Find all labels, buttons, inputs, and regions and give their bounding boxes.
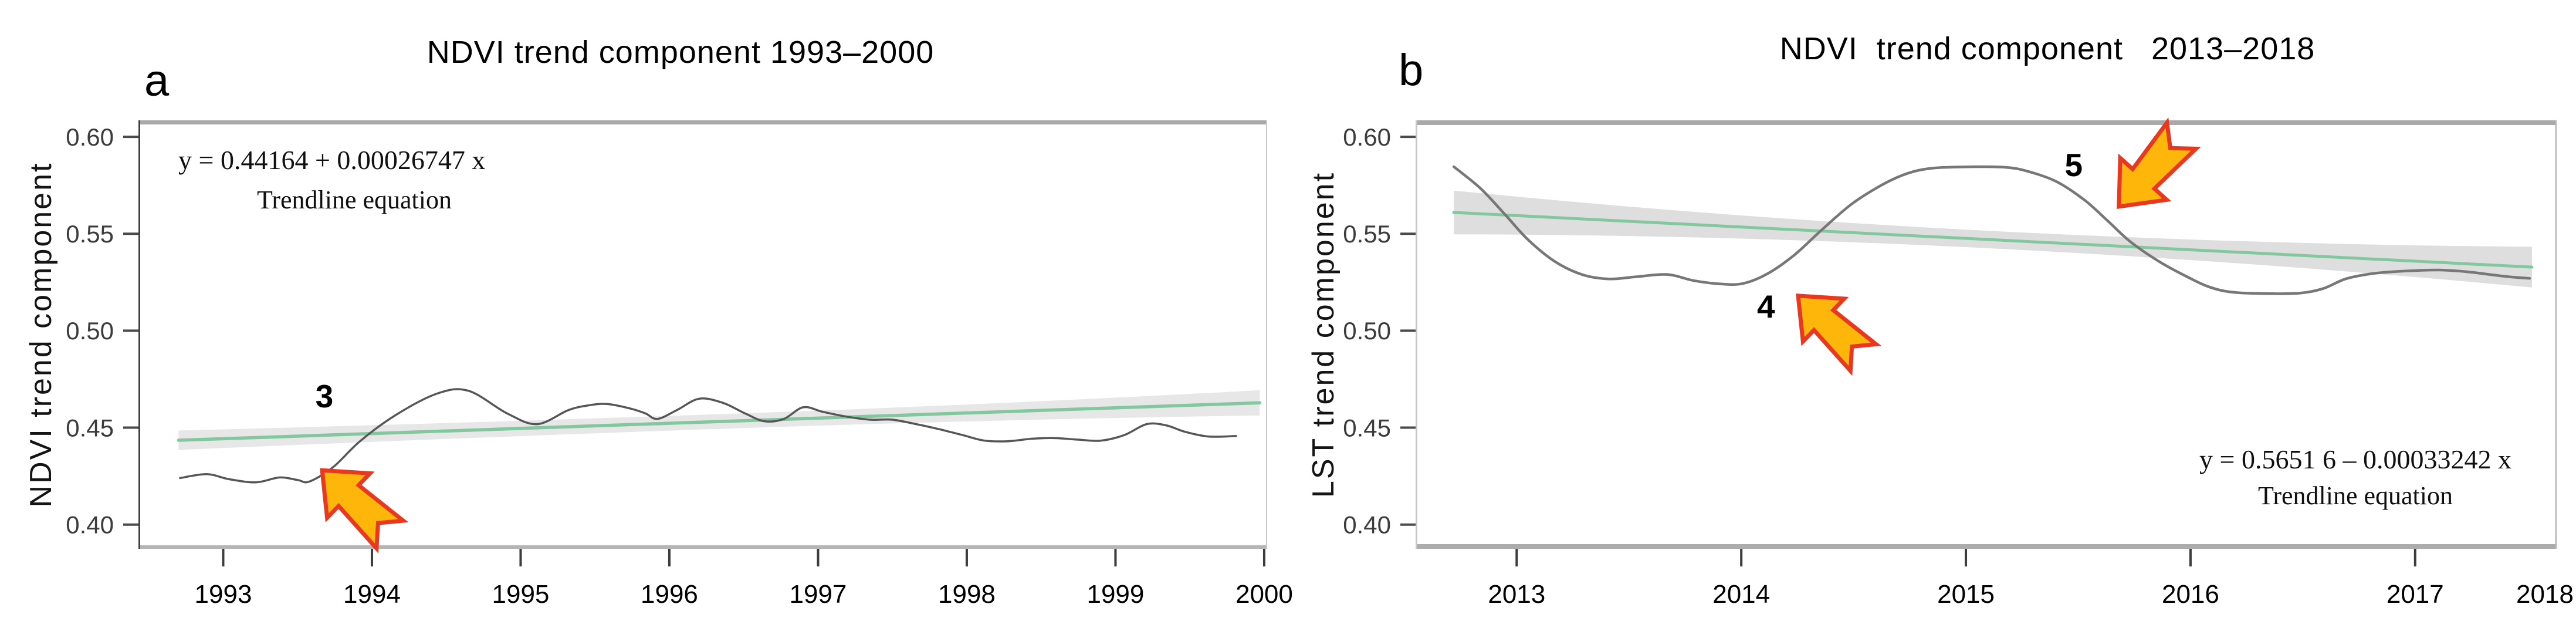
annotation-3-label: 3 [315,378,334,415]
panel-b-equation-caption: Trendline equation [2258,481,2453,510]
panel-a-equation-text: y = 0.44164 + 0.00026747 x [178,145,486,175]
arrow-3-icon [320,468,409,554]
x-tick-label: 1996 [641,580,698,609]
panel-b-title: NDVI trend component 2013–2018 [1779,31,2316,66]
y-tick-label: 0.60 [1343,123,1391,151]
y-tick-label: 0.55 [66,220,114,248]
panel-a-title: NDVI trend component 1993–2000 [426,35,935,70]
y-tick-label: 0.60 [66,123,114,151]
y-tick-label: 0.50 [1343,317,1391,345]
x-tick-label: 2017 [2387,580,2444,609]
x-tick-label: 2018 [2516,580,2574,609]
x-tick-label: 2016 [2162,580,2219,609]
y-tick-label: 0.45 [1343,414,1391,441]
x-tick-label: 1993 [195,580,252,609]
x-tick-label: 2015 [1937,580,1995,609]
series-curve [1452,165,2531,295]
panel-a-equation-block: y = 0.44164 + 0.00026747 x Trendline equ… [178,144,530,215]
trendline [1452,211,2534,269]
panel-b-letter: b [1399,45,1424,95]
x-tick-label: 1999 [1086,580,1144,609]
series-curve [179,388,1237,484]
y-tick-label: 0.40 [66,511,114,538]
y-tick-label: 0.50 [66,317,114,345]
panel-a-plot: 0.60 0.55 0.50 0.45 0.40 1993 1994 1995 1996 1997… [66,120,1293,609]
panel-a-y-axis-label: NDVI trend component [24,161,58,508]
x-tick-label: 1995 [492,580,550,609]
trendline [177,401,1262,442]
x-tick-label: 2014 [1712,580,1770,609]
annotation-4-label: 4 [1756,288,1775,325]
x-tick-label: 1997 [790,580,847,609]
x-tick-label: 2013 [1488,580,1545,609]
panel-a-letter: a [144,56,170,106]
y-tick-label: 0.40 [1343,511,1391,538]
arrow-5-icon [2117,117,2201,210]
panel-b-equation-block: y = 0.5651 6 – 0.00033242 x Trendline eq… [2176,444,2534,511]
x-tick-label: 1994 [343,580,401,609]
panel-b-y-axis-label: LST trend component [1306,171,1341,498]
x-tick-label: 2000 [1235,580,1293,609]
arrow-4-icon [1796,293,1881,376]
panel-a-equation-caption: Trendline equation [257,185,452,214]
annotation-5-label: 5 [2064,146,2083,183]
x-tick-label: 1998 [938,580,996,609]
panel-b-equation-text: y = 0.5651 6 – 0.00033242 x [2199,444,2511,474]
y-tick-label: 0.45 [66,414,114,441]
y-tick-label: 0.55 [1343,220,1391,248]
panel-b-plot: 0.60 0.55 0.50 0.45 0.40 2013 2014 2015 2016 2017… [1343,117,2574,609]
